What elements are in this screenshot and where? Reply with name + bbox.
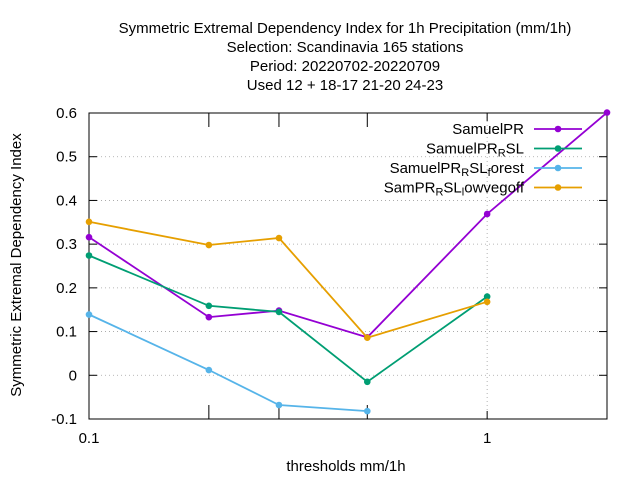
y-tick-label: 0.5 xyxy=(56,149,77,166)
data-point xyxy=(205,302,213,310)
grid xyxy=(89,113,607,419)
y-tick-labels: -0.1 0 0.1 0.2 0.3 0.4 0.5 0.6 xyxy=(51,105,77,428)
data-point xyxy=(85,218,93,226)
plot-border xyxy=(88,112,608,420)
legend-label: SamuelPRRSL xyxy=(426,141,524,160)
x-tick-labels: 0.1 1 xyxy=(79,430,492,447)
legend-marker xyxy=(554,125,562,133)
legend-entry: SamuelPRRSL xyxy=(426,141,582,160)
data-point xyxy=(205,313,213,321)
legend-subscript: f xyxy=(488,167,492,179)
title-line-2: Selection: Scandinavia 165 stations xyxy=(227,39,464,56)
title-line-3: Period: 20220702-20220709 xyxy=(250,58,440,75)
title-line-1: Symmetric Extremal Dependency Index for … xyxy=(119,20,572,37)
legend: SamuelPRSamuelPRRSLSamuelPRRSLforestSamP… xyxy=(384,121,582,199)
legend-text-part: SL xyxy=(443,180,461,197)
legend-entry: SamPRRSLlowvegoff xyxy=(384,180,582,199)
series-SamuelPR_RSL_forest xyxy=(85,311,371,415)
legend-text-part: SamuelPR xyxy=(390,160,462,177)
legend-text-part: owvegoff xyxy=(464,180,525,197)
legend-label: SamPRRSLlowvegoff xyxy=(384,180,525,199)
data-point xyxy=(363,407,371,415)
legend-text-part: SamPR xyxy=(384,180,436,197)
chart-title: Symmetric Extremal Dependency Index for … xyxy=(119,20,572,94)
legend-label: SamuelPR xyxy=(452,121,524,138)
series-line xyxy=(88,111,608,339)
series xyxy=(85,109,611,415)
y-tick-label: 0.4 xyxy=(56,192,77,209)
data-point xyxy=(483,298,491,306)
legend-marker xyxy=(554,145,562,152)
series-line xyxy=(88,313,368,412)
x-tick-label: 1 xyxy=(483,430,491,447)
data-point xyxy=(205,241,213,249)
legend-subscript: R xyxy=(498,148,506,160)
x-tick-label: 0.1 xyxy=(79,430,100,447)
y-tick-label: 0.2 xyxy=(56,280,77,297)
y-axis-label: Symmetric Extremal Dependency Index xyxy=(8,133,25,397)
data-point xyxy=(85,311,93,318)
y-tick-label: 0.3 xyxy=(56,236,77,253)
legend-marker xyxy=(554,164,562,172)
data-point xyxy=(363,378,371,386)
data-point xyxy=(603,109,611,116)
legend-entry: SamuelPRRSLforest xyxy=(390,160,582,179)
plot-frame xyxy=(88,112,608,420)
legend-text-part: SL xyxy=(469,160,487,177)
legend-text-part: SamuelPR xyxy=(426,141,498,158)
legend-entry: SamuelPR xyxy=(452,121,582,138)
data-point xyxy=(85,252,93,259)
data-point xyxy=(205,366,213,374)
y-tick-label: -0.1 xyxy=(51,411,77,428)
data-point xyxy=(275,234,283,242)
legend-label: SamuelPRRSLforest xyxy=(390,160,525,179)
legend-text-part: SamuelPR xyxy=(452,121,524,138)
title-line-4: Used 12 + 18-17 21-20 24-23 xyxy=(247,77,443,94)
data-point xyxy=(483,293,491,300)
legend-marker xyxy=(554,184,562,191)
legend-subscript: R xyxy=(435,187,443,199)
y-tick-label: 0.1 xyxy=(56,324,77,341)
series-SamuelPR xyxy=(85,109,611,341)
data-point xyxy=(483,210,491,218)
series-SamuelPR_RSL xyxy=(85,252,491,386)
data-point xyxy=(363,334,371,341)
legend-text-part: SL xyxy=(506,141,524,158)
data-point xyxy=(85,233,93,241)
legend-subscript: R xyxy=(461,167,469,179)
x-axis-label: thresholds mm/1h xyxy=(286,458,405,475)
y-tick-label: 0 xyxy=(69,367,77,384)
data-point xyxy=(275,401,283,409)
legend-subscript: l xyxy=(462,187,464,199)
axis-ticks xyxy=(88,112,608,420)
legend-text-part: orest xyxy=(491,160,525,177)
series-SamPR_RSL_lowvegoff xyxy=(85,218,491,341)
y-tick-label: 0.6 xyxy=(56,105,77,122)
data-point xyxy=(275,308,283,316)
